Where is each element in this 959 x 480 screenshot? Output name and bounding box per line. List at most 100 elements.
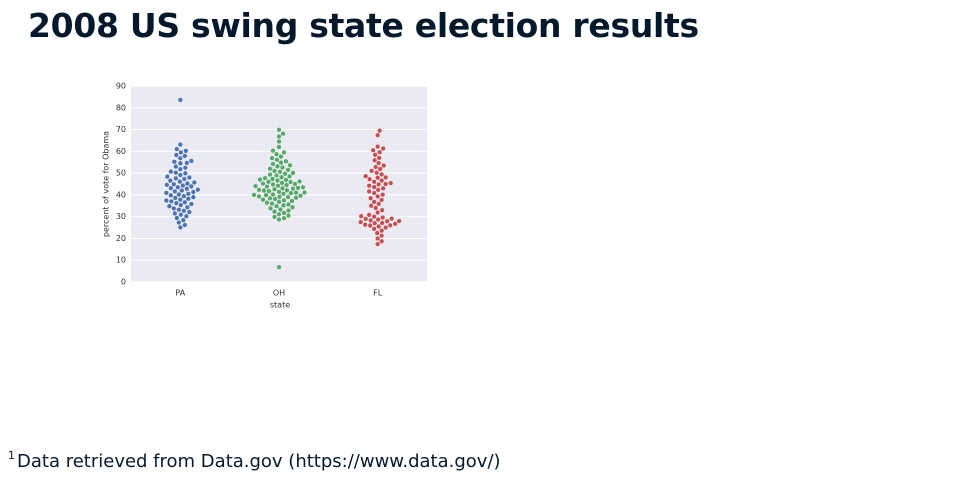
point bbox=[177, 224, 183, 230]
y-tick-label: 40 bbox=[116, 190, 126, 199]
point bbox=[163, 198, 169, 204]
point bbox=[164, 174, 170, 180]
point bbox=[280, 185, 285, 191]
point bbox=[367, 176, 373, 182]
point bbox=[381, 163, 387, 168]
point bbox=[181, 176, 187, 182]
x-tick-label: FL bbox=[373, 289, 383, 298]
point bbox=[372, 157, 378, 163]
point bbox=[383, 175, 389, 180]
point bbox=[370, 147, 376, 153]
point bbox=[177, 166, 183, 172]
point bbox=[272, 196, 278, 202]
point bbox=[396, 218, 402, 224]
point bbox=[177, 197, 183, 203]
point bbox=[171, 159, 177, 165]
point bbox=[256, 187, 262, 193]
point bbox=[373, 164, 379, 170]
point bbox=[178, 212, 184, 218]
point bbox=[272, 209, 277, 215]
point bbox=[380, 146, 386, 151]
point bbox=[270, 161, 276, 167]
point bbox=[284, 182, 289, 188]
point bbox=[275, 178, 280, 183]
y-tick-label: 50 bbox=[116, 169, 126, 178]
point bbox=[181, 193, 187, 199]
point bbox=[373, 205, 379, 211]
point bbox=[375, 193, 381, 199]
point bbox=[379, 220, 385, 226]
point bbox=[270, 176, 275, 182]
point bbox=[377, 149, 383, 155]
point bbox=[368, 203, 374, 209]
point bbox=[182, 170, 188, 176]
footnote-marker: 1 bbox=[8, 449, 15, 462]
point bbox=[371, 179, 377, 185]
point bbox=[383, 181, 389, 187]
point bbox=[379, 171, 385, 177]
point bbox=[186, 209, 192, 215]
point bbox=[261, 188, 267, 193]
point bbox=[168, 198, 174, 204]
point bbox=[372, 220, 378, 226]
point bbox=[183, 213, 189, 219]
point bbox=[272, 186, 277, 192]
point bbox=[276, 264, 282, 270]
point bbox=[288, 179, 293, 185]
point bbox=[376, 224, 382, 229]
point bbox=[168, 185, 174, 191]
point bbox=[363, 216, 369, 222]
y-tick-label: 20 bbox=[116, 234, 126, 243]
point bbox=[276, 144, 282, 150]
point bbox=[182, 153, 188, 159]
point bbox=[177, 160, 183, 166]
point bbox=[173, 152, 179, 158]
point bbox=[358, 213, 364, 219]
footnote: 1 Data retrieved from Data.gov (https://w… bbox=[8, 449, 501, 472]
point bbox=[174, 215, 180, 221]
point bbox=[379, 197, 385, 203]
point bbox=[184, 186, 190, 192]
point bbox=[286, 213, 291, 219]
point bbox=[179, 188, 185, 193]
point bbox=[262, 175, 268, 181]
point bbox=[264, 184, 270, 190]
point bbox=[289, 198, 295, 204]
x-tick-label: PA bbox=[175, 289, 185, 298]
point bbox=[168, 169, 174, 175]
point bbox=[290, 204, 295, 210]
y-tick-label: 60 bbox=[116, 147, 126, 156]
slide-title: 2008 US swing state election results bbox=[28, 6, 699, 45]
point bbox=[166, 203, 172, 209]
point bbox=[263, 192, 269, 198]
point bbox=[274, 151, 279, 157]
point bbox=[172, 195, 178, 201]
point bbox=[379, 233, 385, 239]
point bbox=[267, 172, 273, 178]
point bbox=[371, 214, 377, 220]
point bbox=[387, 222, 393, 228]
point bbox=[171, 205, 177, 211]
point bbox=[366, 188, 372, 194]
x-tick-label: OH bbox=[273, 289, 285, 298]
point bbox=[176, 207, 182, 213]
footnote-text: Data retrieved from Data.gov (https://ww… bbox=[17, 451, 501, 472]
point bbox=[293, 195, 299, 201]
point bbox=[272, 168, 277, 174]
x-axis-label: state bbox=[270, 301, 290, 310]
point bbox=[392, 221, 398, 227]
point bbox=[380, 215, 386, 220]
point bbox=[369, 168, 375, 174]
point bbox=[286, 202, 291, 207]
point bbox=[376, 201, 382, 207]
point bbox=[180, 217, 186, 223]
point bbox=[173, 164, 179, 170]
point bbox=[266, 179, 271, 185]
point bbox=[371, 199, 377, 205]
point bbox=[371, 184, 377, 190]
point bbox=[182, 199, 188, 205]
point bbox=[276, 139, 282, 144]
point bbox=[383, 225, 389, 231]
